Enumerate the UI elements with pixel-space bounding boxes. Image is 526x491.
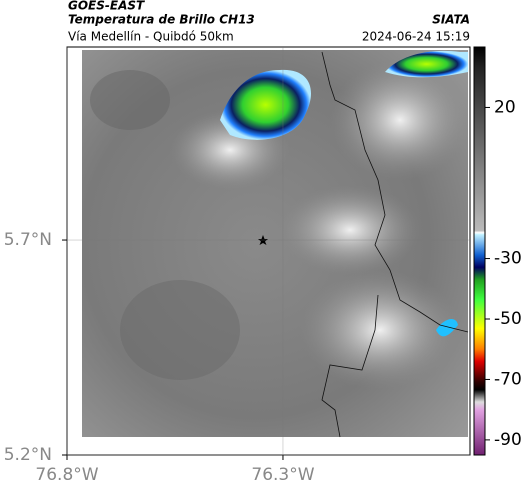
source: GOES-EAST [68, 0, 145, 13]
colorbar-tick-label: -90 [494, 430, 522, 450]
title: Temperatura de Brillo CH13 [68, 13, 255, 27]
x-tick-label: 76.3°W [251, 465, 314, 485]
agency: SIATA [432, 13, 470, 27]
border-line [321, 51, 469, 438]
y-tick-label: 5.2°N [4, 445, 52, 465]
colorbar-tick-label: -70 [494, 369, 522, 389]
x-tick-label: 76.8°W [35, 465, 98, 485]
y-tick-label: 5.7°N [4, 230, 52, 250]
colorbar-tick-label: -50 [494, 309, 522, 329]
colorbar-tick-label: 20 [494, 97, 516, 117]
colorbar-tick-label: -30 [494, 249, 522, 269]
satellite-image [82, 50, 468, 437]
subtitle: Vía Medellín - Quibdó 50km [68, 30, 234, 44]
colorbar [473, 46, 486, 456]
datetime: 2024-06-24 15:19 [362, 30, 470, 44]
